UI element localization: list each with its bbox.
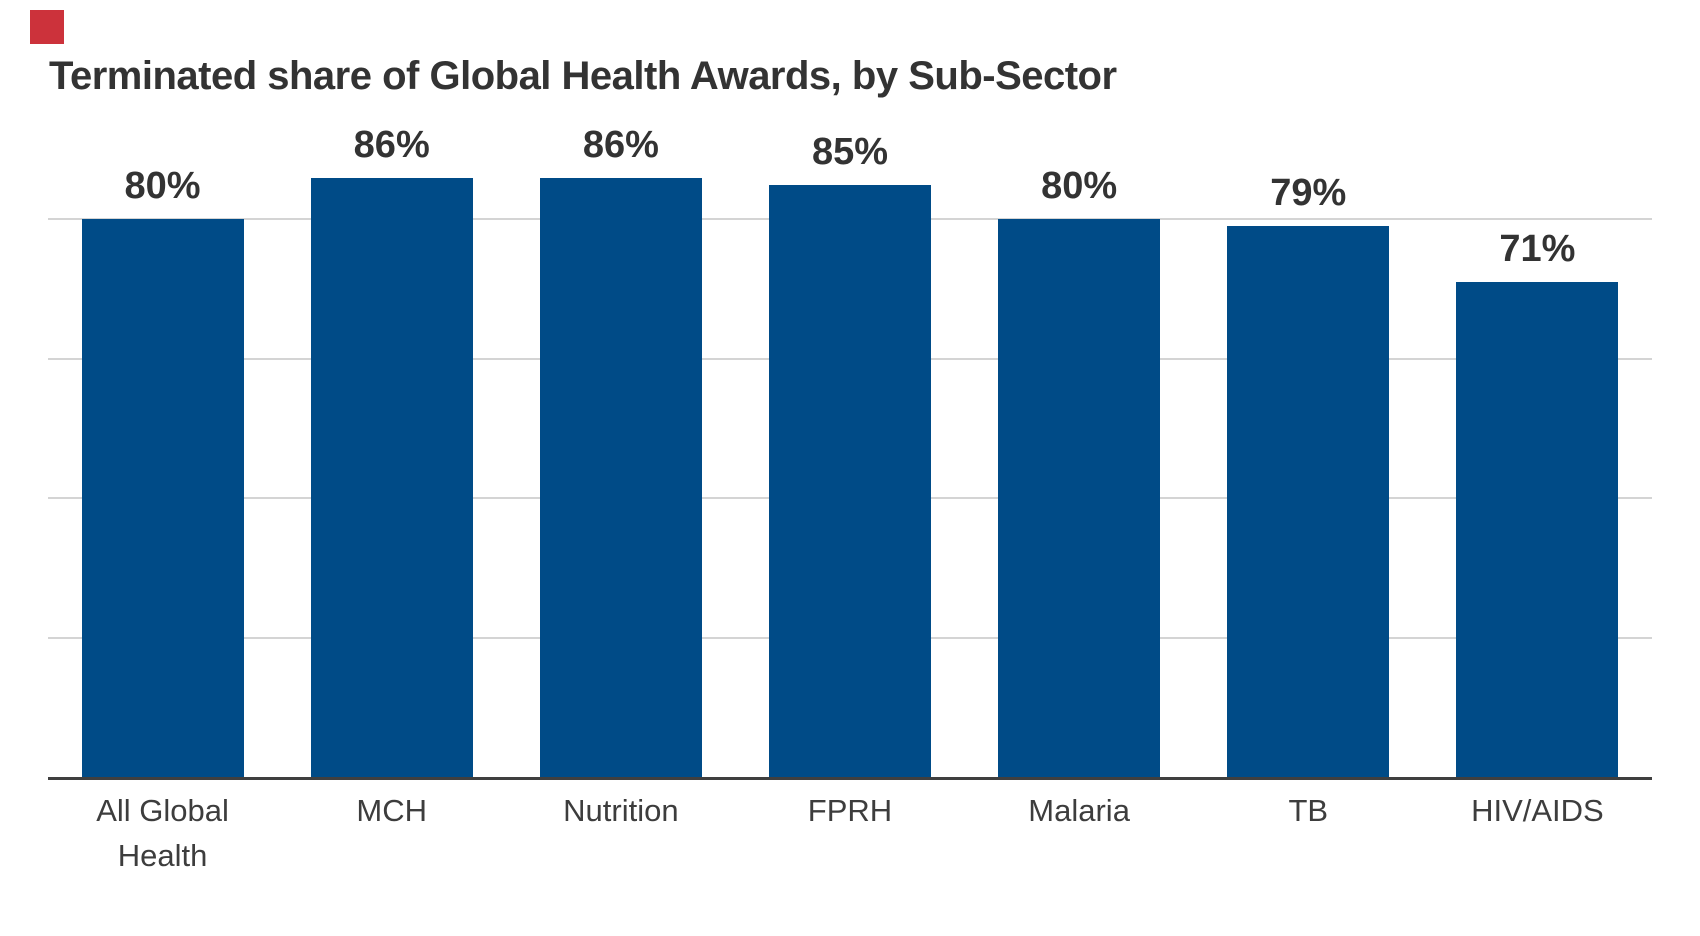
x-axis-label: All Global Health	[96, 793, 229, 873]
bar-group: 80%	[965, 80, 1194, 777]
bar-group: 79%	[1194, 80, 1423, 777]
bar	[768, 184, 931, 777]
bar-group: 86%	[277, 80, 506, 777]
value-label: 71%	[1499, 228, 1576, 271]
value-label: 79%	[1270, 172, 1347, 215]
x-axis-label: HIV/AIDS	[1471, 793, 1604, 828]
chart-title: Terminated share of Global Health Awards…	[49, 54, 1117, 98]
bar-group: 86%	[506, 80, 735, 777]
value-label: 80%	[1041, 165, 1118, 208]
x-axis-labels: All Global Health MCH Nutrition FPRH Malaria…	[48, 788, 1652, 908]
x-axis-label: Nutrition	[563, 793, 679, 828]
x-axis-line	[48, 777, 1652, 780]
bar	[1227, 226, 1390, 777]
bar	[81, 219, 244, 777]
value-label: 85%	[811, 130, 889, 173]
plot-area: 80% 86% 86% 85% 80% 79% 71%	[48, 80, 1652, 780]
value-label: 80%	[124, 165, 201, 208]
x-axis-label: FPRH	[807, 793, 893, 828]
bar	[998, 219, 1161, 777]
x-axis-label: Malaria	[1028, 793, 1130, 828]
value-label: 86%	[582, 123, 659, 166]
value-label: 86%	[353, 123, 430, 166]
bar	[310, 177, 473, 777]
bar-group: 85%	[735, 80, 964, 777]
bar-group: 80%	[48, 80, 277, 777]
x-axis-label: TB	[1288, 793, 1329, 828]
bar	[1456, 282, 1619, 777]
bar	[539, 177, 702, 777]
kff-red-square-logo	[30, 10, 64, 44]
x-axis-label: MCH	[356, 793, 428, 828]
bar-group: 71%	[1423, 80, 1652, 777]
